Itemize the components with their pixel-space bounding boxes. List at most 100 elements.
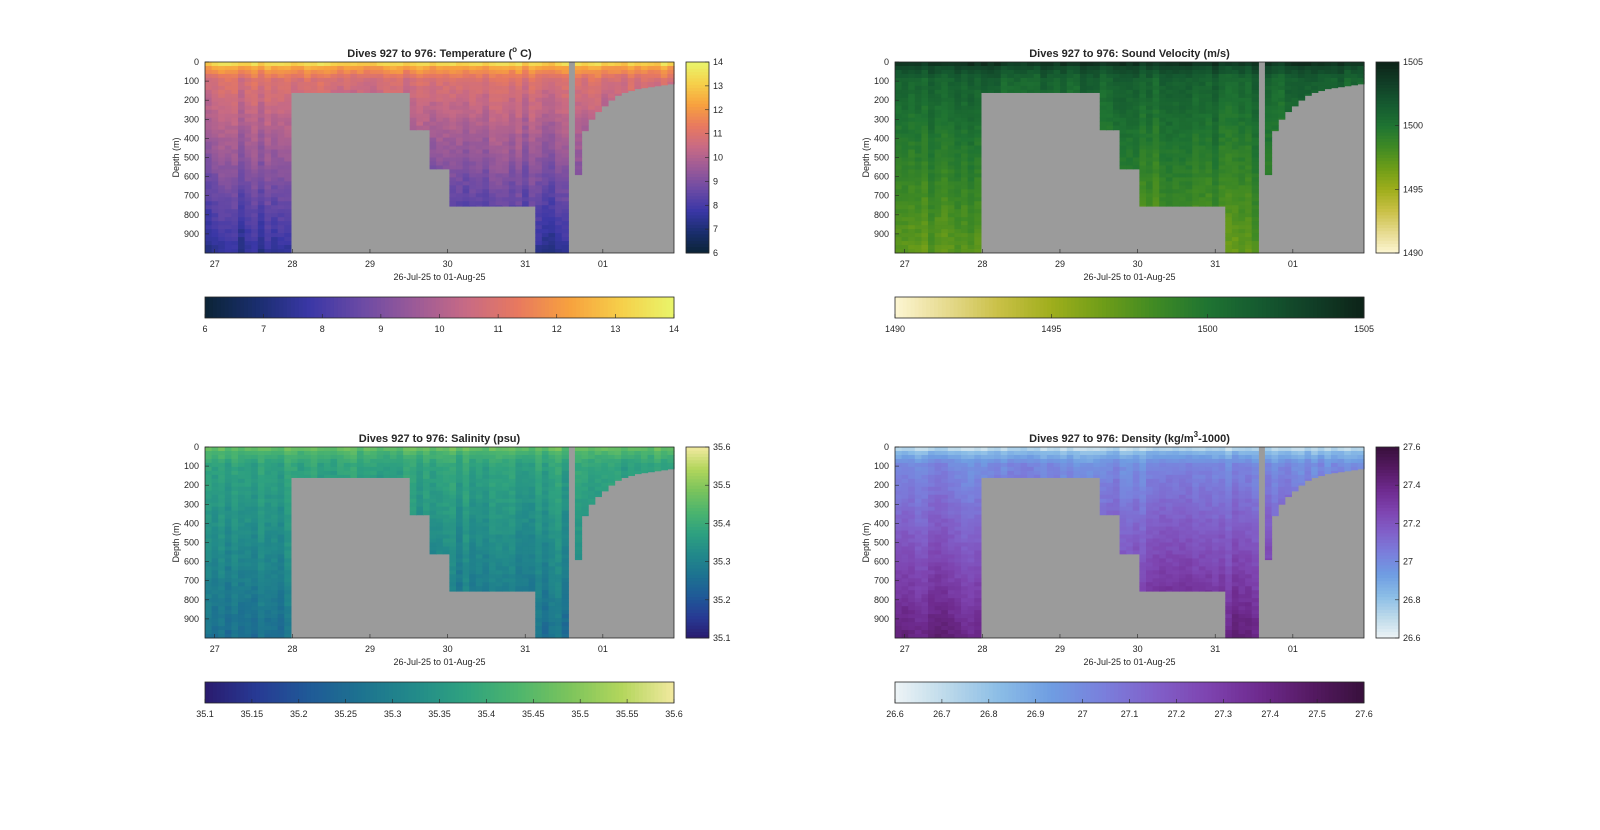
heatmap-cell xyxy=(383,85,391,91)
heatmap-cell xyxy=(1040,81,1048,87)
heatmap-cell xyxy=(967,81,975,87)
heatmap-cell xyxy=(1245,65,1253,71)
heatmap-cell xyxy=(469,89,477,95)
colorbar-swatch xyxy=(255,297,261,318)
heatmap-cell xyxy=(429,93,437,99)
colorbar-swatch xyxy=(1376,160,1399,165)
heatmap-cell xyxy=(1060,89,1068,93)
heatmap-cell xyxy=(251,101,259,107)
heatmap-cell xyxy=(297,89,305,93)
heatmap-cell xyxy=(370,474,378,478)
colorbar-swatch xyxy=(1376,233,1399,238)
heatmap-cell xyxy=(310,81,318,87)
heatmap-cell xyxy=(914,89,923,95)
heatmap-cell xyxy=(218,93,226,99)
heatmap-cell xyxy=(901,105,909,111)
heatmap-cell xyxy=(238,470,246,476)
heatmap-cell xyxy=(475,101,484,107)
heatmap-cell xyxy=(1264,113,1273,119)
heatmap-cell xyxy=(921,62,929,67)
heatmap-cell xyxy=(548,125,556,131)
heatmap-cell xyxy=(967,161,975,166)
heatmap-cell xyxy=(449,62,457,67)
heatmap-cell xyxy=(218,586,226,591)
heatmap-cell xyxy=(934,237,942,242)
heatmap-cell xyxy=(370,69,378,75)
heatmap-cell xyxy=(1311,85,1319,91)
heatmap-cell xyxy=(1192,101,1200,107)
heatmap-cell xyxy=(244,205,252,210)
heatmap-cell xyxy=(1139,85,1147,91)
heatmap-cell xyxy=(449,474,457,480)
heatmap-cell xyxy=(515,69,523,75)
heatmap-cell xyxy=(422,494,431,500)
heatmap-cell xyxy=(257,447,266,452)
heatmap-cell xyxy=(456,89,464,95)
colorbar-swatch xyxy=(326,297,331,318)
colorbar-swatch xyxy=(1274,297,1279,318)
heatmap-cell xyxy=(1126,129,1134,135)
heatmap-cell xyxy=(264,62,272,67)
heatmap-cell xyxy=(1264,165,1273,170)
heatmap-cell xyxy=(1007,62,1015,67)
heatmap-cell xyxy=(508,177,517,182)
colorbar-swatch xyxy=(541,297,546,318)
heatmap-cell xyxy=(277,570,285,575)
heatmap-cell xyxy=(343,85,351,91)
heatmap-cell xyxy=(1119,65,1127,71)
heatmap-cell xyxy=(290,466,299,472)
colorbar-swatch xyxy=(396,297,401,318)
heatmap-cell xyxy=(1238,133,1246,139)
heatmap-cell xyxy=(416,478,424,484)
heatmap-cell xyxy=(895,209,903,214)
heatmap-cell xyxy=(901,245,909,250)
heatmap-cell xyxy=(1119,93,1127,99)
heatmap-cell xyxy=(921,229,929,234)
heatmap-cell xyxy=(928,185,936,190)
heatmap-cell xyxy=(1172,185,1180,190)
heatmap-cell xyxy=(251,73,259,79)
heatmap-cell xyxy=(555,213,563,218)
heatmap-cell xyxy=(1271,117,1279,123)
heatmap-cell xyxy=(640,69,649,75)
heatmap-cell xyxy=(1179,129,1187,135)
heatmap-cell xyxy=(548,181,556,186)
heatmap-cell xyxy=(317,65,325,71)
heatmap-cell xyxy=(1152,181,1160,186)
heatmap-cell xyxy=(555,137,563,142)
heatmap-cell xyxy=(541,97,550,103)
colorbar-swatch xyxy=(1047,297,1052,318)
heatmap-cell xyxy=(462,185,470,190)
heatmap-cell xyxy=(1251,221,1259,226)
heatmap-cell xyxy=(1159,117,1167,123)
heatmap-cell xyxy=(594,77,602,83)
heatmap-cell xyxy=(238,89,246,95)
heatmap-cell xyxy=(954,173,962,178)
colorbar-swatch xyxy=(686,167,709,171)
heatmap-cell xyxy=(1000,77,1008,83)
heatmap-cell xyxy=(244,97,252,103)
heatmap-cell xyxy=(251,62,259,67)
heatmap-cell xyxy=(251,249,259,254)
heatmap-cell xyxy=(482,165,490,170)
heatmap-cell xyxy=(231,498,239,504)
heatmap-cell xyxy=(561,125,569,131)
heatmap-cell xyxy=(1139,97,1147,103)
heatmap-cell xyxy=(1099,109,1107,115)
heatmap-cell xyxy=(218,153,226,158)
colorbar-tick-label: 10 xyxy=(434,324,444,334)
heatmap-cell xyxy=(1165,77,1174,83)
heatmap-cell xyxy=(1159,81,1167,87)
heatmap-cell xyxy=(934,233,942,238)
heatmap-cell xyxy=(277,526,285,531)
heatmap-cell xyxy=(1139,77,1147,83)
heatmap-cell xyxy=(1119,73,1127,79)
heatmap-cell xyxy=(231,470,239,476)
heatmap-cell xyxy=(1317,69,1325,75)
heatmap-cell xyxy=(1238,85,1246,91)
heatmap-cell xyxy=(442,65,451,71)
heatmap-cell xyxy=(482,69,490,75)
heatmap-cell xyxy=(231,598,239,603)
heatmap-cell xyxy=(456,201,464,206)
heatmap-cell xyxy=(416,498,424,504)
